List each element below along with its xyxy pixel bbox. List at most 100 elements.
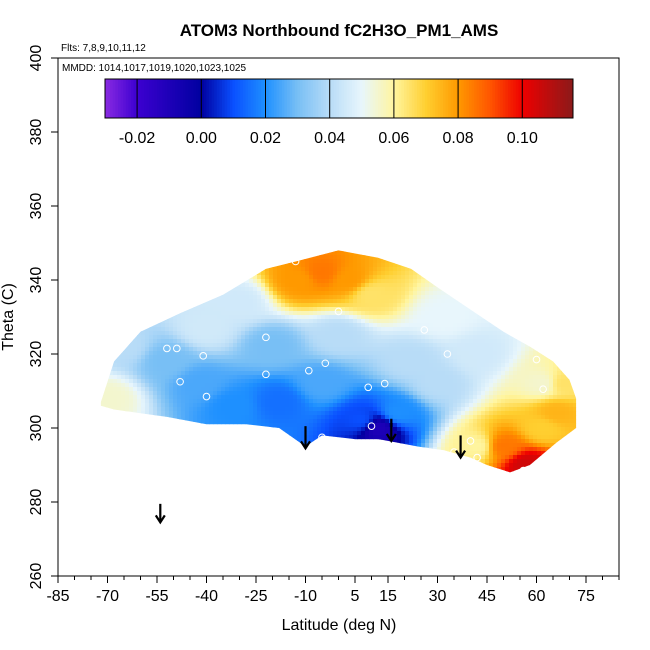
heatmap-cell (365, 459, 370, 464)
heatmap-cell (293, 419, 298, 424)
heatmap-cell (273, 419, 278, 424)
heatmap-cell (217, 255, 222, 260)
heatmap-cell (357, 399, 362, 404)
heatmap-cell (289, 367, 294, 372)
heatmap-cell (125, 451, 130, 456)
heatmap-cell (373, 275, 378, 280)
heatmap-cell (337, 259, 342, 264)
heatmap-cell (213, 403, 218, 408)
heatmap-cell (113, 383, 118, 388)
heatmap-cell (377, 399, 382, 404)
heatmap-cell (401, 259, 406, 264)
heatmap-cell (121, 327, 126, 332)
heatmap-cell (197, 383, 202, 388)
heatmap-cell (117, 343, 122, 348)
heatmap-cell (117, 411, 122, 416)
heatmap-cell (169, 399, 174, 404)
heatmap-cell (189, 359, 194, 364)
heatmap-cell (417, 339, 422, 344)
heatmap-cell (349, 287, 354, 292)
heatmap-cell (109, 391, 114, 396)
heatmap-cell (385, 371, 390, 376)
heatmap-cell (413, 431, 418, 436)
heatmap-cell (297, 291, 302, 296)
heatmap-cell (373, 459, 378, 464)
heatmap-cell (125, 367, 130, 372)
heatmap-cell (125, 379, 130, 384)
heatmap-cell (133, 315, 138, 320)
heatmap-cell (181, 263, 186, 268)
heatmap-cell (377, 371, 382, 376)
heatmap-cell (105, 415, 110, 420)
heatmap-cell (109, 379, 114, 384)
heatmap-cell (269, 283, 274, 288)
heatmap-cell (193, 403, 198, 408)
heatmap-cell (277, 299, 282, 304)
heatmap-cell (413, 279, 418, 284)
heatmap-cell (153, 243, 157, 247)
heatmap-cell (341, 451, 346, 456)
heatmap-cell (213, 259, 218, 264)
heatmap-cell (397, 255, 402, 260)
heatmap-cell (185, 479, 189, 483)
heatmap-cell (365, 319, 370, 324)
heatmap-cell (413, 375, 418, 380)
heatmap-cell (349, 431, 354, 436)
heatmap-cell (313, 299, 318, 304)
heatmap-cell (205, 431, 210, 436)
heatmap-cell (417, 307, 422, 312)
heatmap-cell (409, 395, 414, 400)
heatmap-cell (209, 255, 214, 260)
heatmap-cell (337, 451, 342, 456)
heatmap-cell (201, 399, 206, 404)
heatmap-cell (241, 351, 246, 356)
heatmap-cell (373, 327, 378, 332)
heatmap-cell (421, 367, 426, 372)
heatmap-cell (245, 439, 250, 444)
heatmap-cell (133, 291, 138, 296)
heatmap-cell (377, 271, 382, 276)
heatmap-cell (393, 275, 398, 280)
heatmap-cell (245, 283, 250, 288)
heatmap-cell (181, 323, 186, 328)
heatmap-cell (205, 347, 210, 352)
heatmap-cell (97, 475, 101, 479)
heatmap-cell (333, 295, 338, 300)
heatmap-cell (265, 391, 270, 396)
heatmap-cell (121, 427, 126, 432)
heatmap-cell (373, 451, 378, 456)
heatmap-cell (201, 335, 206, 340)
heatmap-cell (273, 259, 278, 264)
heatmap-cell (229, 419, 234, 424)
heatmap-cell (125, 295, 130, 300)
heatmap-cell (409, 371, 414, 376)
heatmap-cell (313, 291, 318, 296)
heatmap-cell (217, 243, 221, 247)
heatmap-cell (109, 443, 114, 448)
heatmap-cell (265, 403, 270, 408)
heatmap-cell (385, 443, 390, 448)
heatmap-cell (117, 467, 122, 472)
heatmap-cell (177, 311, 182, 316)
heatmap-cell (289, 323, 294, 328)
heatmap-cell (109, 471, 114, 473)
heatmap-cell (261, 323, 266, 328)
heatmap-cell (97, 243, 101, 247)
heatmap-cell (313, 407, 318, 412)
heatmap-cell (329, 335, 334, 340)
heatmap-cell (297, 323, 302, 328)
heatmap-cell (137, 283, 142, 288)
heatmap-cell (349, 299, 354, 304)
heatmap-cell (101, 431, 106, 436)
heatmap-cell (209, 463, 214, 468)
heatmap-cell (305, 275, 310, 280)
heatmap-cell (365, 407, 370, 412)
heatmap-cell (341, 475, 345, 479)
heatmap-cell (349, 347, 354, 352)
heatmap-cell (333, 379, 338, 384)
heatmap-cell (133, 351, 138, 356)
heatmap-cell (117, 299, 122, 304)
heatmap-cell (249, 311, 254, 316)
heatmap-cell (333, 331, 338, 336)
heatmap-cell (297, 315, 302, 320)
